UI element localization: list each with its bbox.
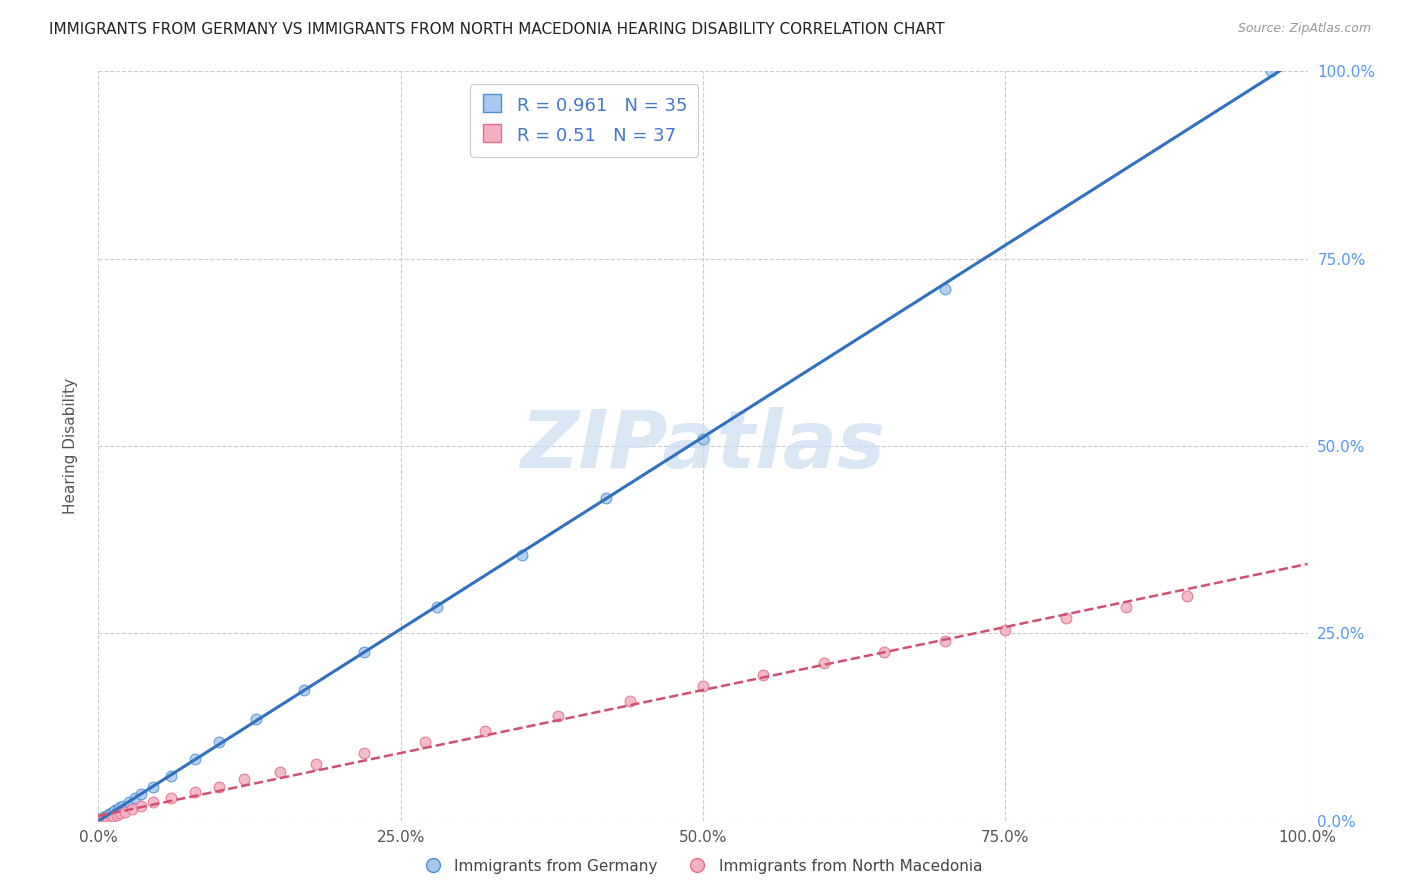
Point <box>93 810 115 824</box>
Point <box>87 814 110 828</box>
Point <box>1175 589 1198 603</box>
Point <box>873 645 896 659</box>
Point <box>619 694 641 708</box>
Point <box>114 805 136 819</box>
Point <box>90 812 112 826</box>
Point <box>245 713 267 727</box>
Point <box>96 808 118 822</box>
Point <box>692 679 714 693</box>
Point <box>269 764 291 779</box>
Point <box>547 708 569 723</box>
Point <box>107 802 129 816</box>
Point <box>91 812 114 826</box>
Point <box>90 812 112 826</box>
Point <box>97 807 120 822</box>
Point <box>142 780 165 794</box>
Point <box>91 812 114 826</box>
Point <box>111 798 134 813</box>
Point <box>934 282 956 296</box>
Point <box>994 623 1017 637</box>
Point <box>934 633 956 648</box>
Point <box>292 682 315 697</box>
Legend: R = 0.961   N = 35, R = 0.51   N = 37: R = 0.961 N = 35, R = 0.51 N = 37 <box>470 84 699 156</box>
Point <box>87 814 110 828</box>
Point <box>208 780 231 794</box>
Point <box>595 491 617 506</box>
Point <box>129 787 152 801</box>
Point <box>108 806 131 821</box>
Point <box>129 798 152 813</box>
Point <box>104 803 127 817</box>
Point <box>90 813 112 827</box>
Point <box>89 813 111 827</box>
Point <box>100 806 122 821</box>
Point <box>160 769 183 783</box>
Point <box>353 746 375 760</box>
Point <box>692 432 714 446</box>
Point <box>474 723 496 738</box>
Point <box>93 812 115 826</box>
Point <box>94 809 117 823</box>
Point <box>108 800 131 814</box>
Y-axis label: Hearing Disability: Hearing Disability <box>63 378 77 514</box>
Point <box>413 735 436 749</box>
Text: Source: ZipAtlas.com: Source: ZipAtlas.com <box>1237 22 1371 36</box>
Legend: Immigrants from Germany, Immigrants from North Macedonia: Immigrants from Germany, Immigrants from… <box>418 853 988 880</box>
Point <box>1260 64 1282 78</box>
Point <box>101 805 124 819</box>
Point <box>184 752 207 766</box>
Point <box>232 772 254 787</box>
Point <box>353 645 375 659</box>
Point <box>142 795 165 809</box>
Point <box>160 791 183 805</box>
Point <box>121 802 143 816</box>
Point <box>89 814 111 828</box>
Point <box>118 795 141 809</box>
Point <box>89 813 111 827</box>
Point <box>101 809 124 823</box>
Point <box>100 810 122 824</box>
Point <box>1054 611 1077 625</box>
Point <box>94 811 117 825</box>
Point <box>89 813 111 827</box>
Point <box>426 600 449 615</box>
Point <box>510 548 533 562</box>
Point <box>752 667 775 681</box>
Point <box>97 811 120 825</box>
Point <box>91 812 114 826</box>
Point <box>305 757 328 772</box>
Point <box>91 811 114 825</box>
Point <box>124 791 146 805</box>
Text: IMMIGRANTS FROM GERMANY VS IMMIGRANTS FROM NORTH MACEDONIA HEARING DISABILITY CO: IMMIGRANTS FROM GERMANY VS IMMIGRANTS FR… <box>49 22 945 37</box>
Text: ZIPatlas: ZIPatlas <box>520 407 886 485</box>
Point <box>98 806 121 821</box>
Point <box>208 735 231 749</box>
Point <box>105 807 128 822</box>
Point <box>91 811 114 825</box>
Point <box>813 657 835 671</box>
Point <box>184 785 207 799</box>
Point <box>1115 600 1137 615</box>
